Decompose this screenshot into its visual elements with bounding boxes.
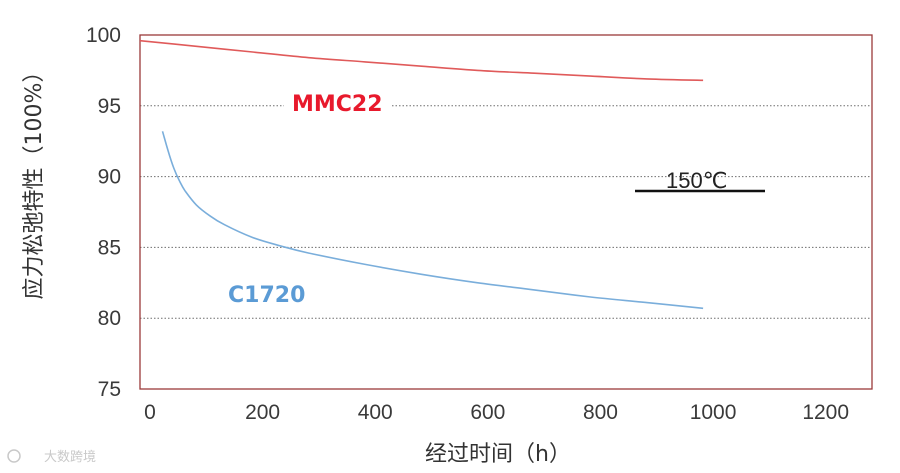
series-label-mmc22: MMC22 [292,92,383,117]
y-tick-label: 85 [98,236,121,259]
y-tick-label: 95 [98,95,121,118]
gridlines [140,105,872,319]
series-line-mmc22 [139,39,704,82]
x-tick-label: 1000 [690,401,737,424]
y-tick-labels: 100 95 90 85 80 75 [86,24,121,401]
series-line-c1720 [161,131,704,310]
watermark-logo-icon [7,449,21,463]
series-lines [139,39,704,310]
x-tick-label: 200 [245,401,280,424]
watermark-text: 大数跨境 [44,450,96,465]
x-tick-label: 0 [144,401,156,424]
x-axis-title: 经过时间（h） [425,442,571,467]
y-axis-title: 应力松弛特性（100%） [22,61,47,300]
label-background [284,90,391,119]
x-tick-label: 400 [358,401,393,424]
temperature-annotation: 150℃ [666,168,727,193]
plot-frame [139,34,873,390]
series-label-c1720: C1720 [228,283,305,308]
x-tick-label: 800 [583,401,618,424]
x-tick-label: 1200 [802,401,849,424]
x-tick-labels: 0 200 400 600 800 1000 1200 [144,401,849,424]
y-tick-label: 90 [98,166,121,189]
y-tick-label: 80 [98,307,121,330]
y-tick-label: 100 [86,24,121,47]
label-background [220,281,314,310]
x-tick-label: 600 [470,401,505,424]
watermark: 大数跨境 [7,449,96,465]
y-tick-label: 75 [98,378,121,401]
